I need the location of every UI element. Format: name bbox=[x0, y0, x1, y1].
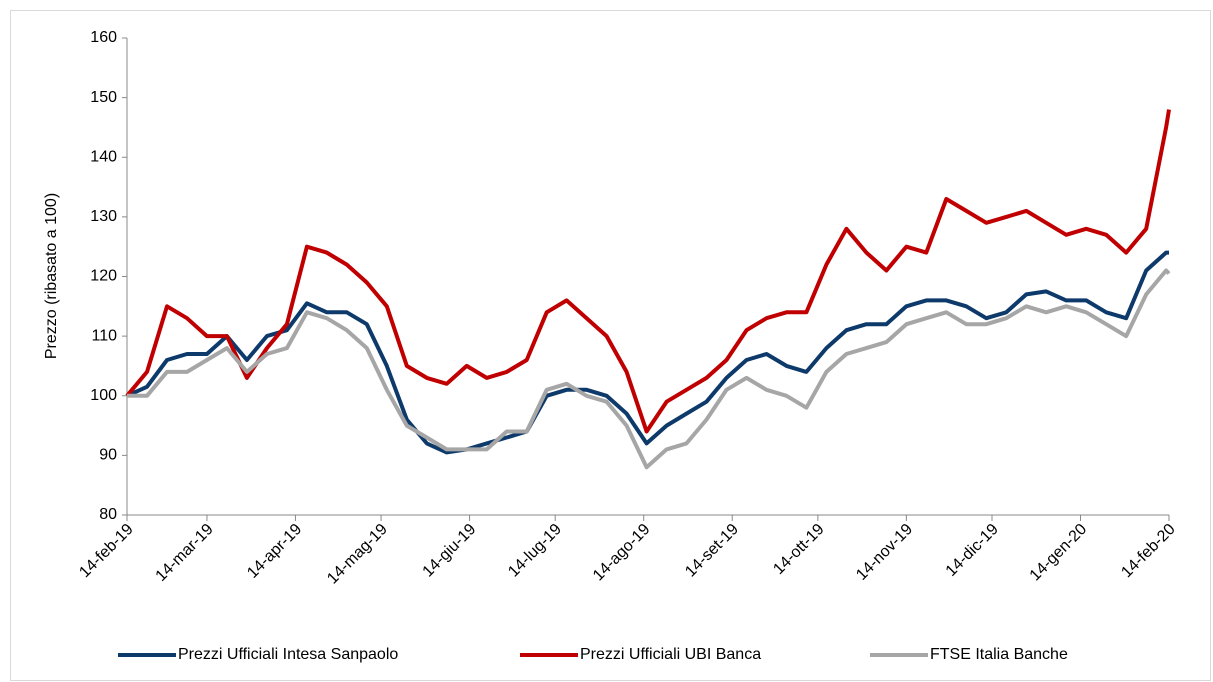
y-tick-label: 160 bbox=[90, 29, 117, 46]
x-tick-label: 14-mag-19 bbox=[324, 521, 391, 588]
y-tick-label: 110 bbox=[91, 327, 117, 344]
x-tick-label: 14-feb-20 bbox=[1118, 521, 1179, 582]
legend-label: Prezzi Ufficiali Intesa Sanpaolo bbox=[178, 646, 398, 663]
x-tick-label: 14-lug-19 bbox=[505, 521, 565, 581]
y-tick-label: 130 bbox=[90, 208, 117, 225]
series-line bbox=[126, 250, 1169, 455]
x-tick-label: 14-gen-20 bbox=[1027, 521, 1091, 585]
y-tick-label: 120 bbox=[90, 268, 117, 285]
y-tick-label: 100 bbox=[90, 387, 117, 404]
x-tick-label: 14-set-19 bbox=[682, 521, 742, 581]
legend-label: FTSE Italia Banche bbox=[930, 646, 1068, 663]
x-tick-label: 14-ott-19 bbox=[770, 521, 827, 578]
series-line bbox=[125, 109, 1171, 434]
series-line bbox=[127, 268, 1171, 470]
x-tick-label: 14-feb-19 bbox=[76, 521, 137, 582]
x-tick-label: 14-ago-19 bbox=[590, 521, 654, 585]
y-tick-label: 80 bbox=[99, 506, 117, 523]
y-tick-label: 140 bbox=[90, 148, 117, 165]
x-tick-label: 14-dic-19 bbox=[943, 521, 1002, 580]
x-tick-label: 14-apr-19 bbox=[244, 521, 305, 582]
legend-label: Prezzi Ufficiali UBI Banca bbox=[580, 646, 761, 663]
chart-border bbox=[10, 10, 1211, 681]
x-tick-label: 14-nov-19 bbox=[853, 521, 916, 584]
y-tick-label: 90 bbox=[99, 447, 117, 464]
y-tick-label: 150 bbox=[90, 89, 117, 106]
x-tick-label: 14-mar-19 bbox=[153, 521, 217, 585]
y-axis-label: Prezzo (ribasato a 100) bbox=[43, 193, 60, 359]
x-tick-label: 14-giu-19 bbox=[420, 521, 480, 581]
